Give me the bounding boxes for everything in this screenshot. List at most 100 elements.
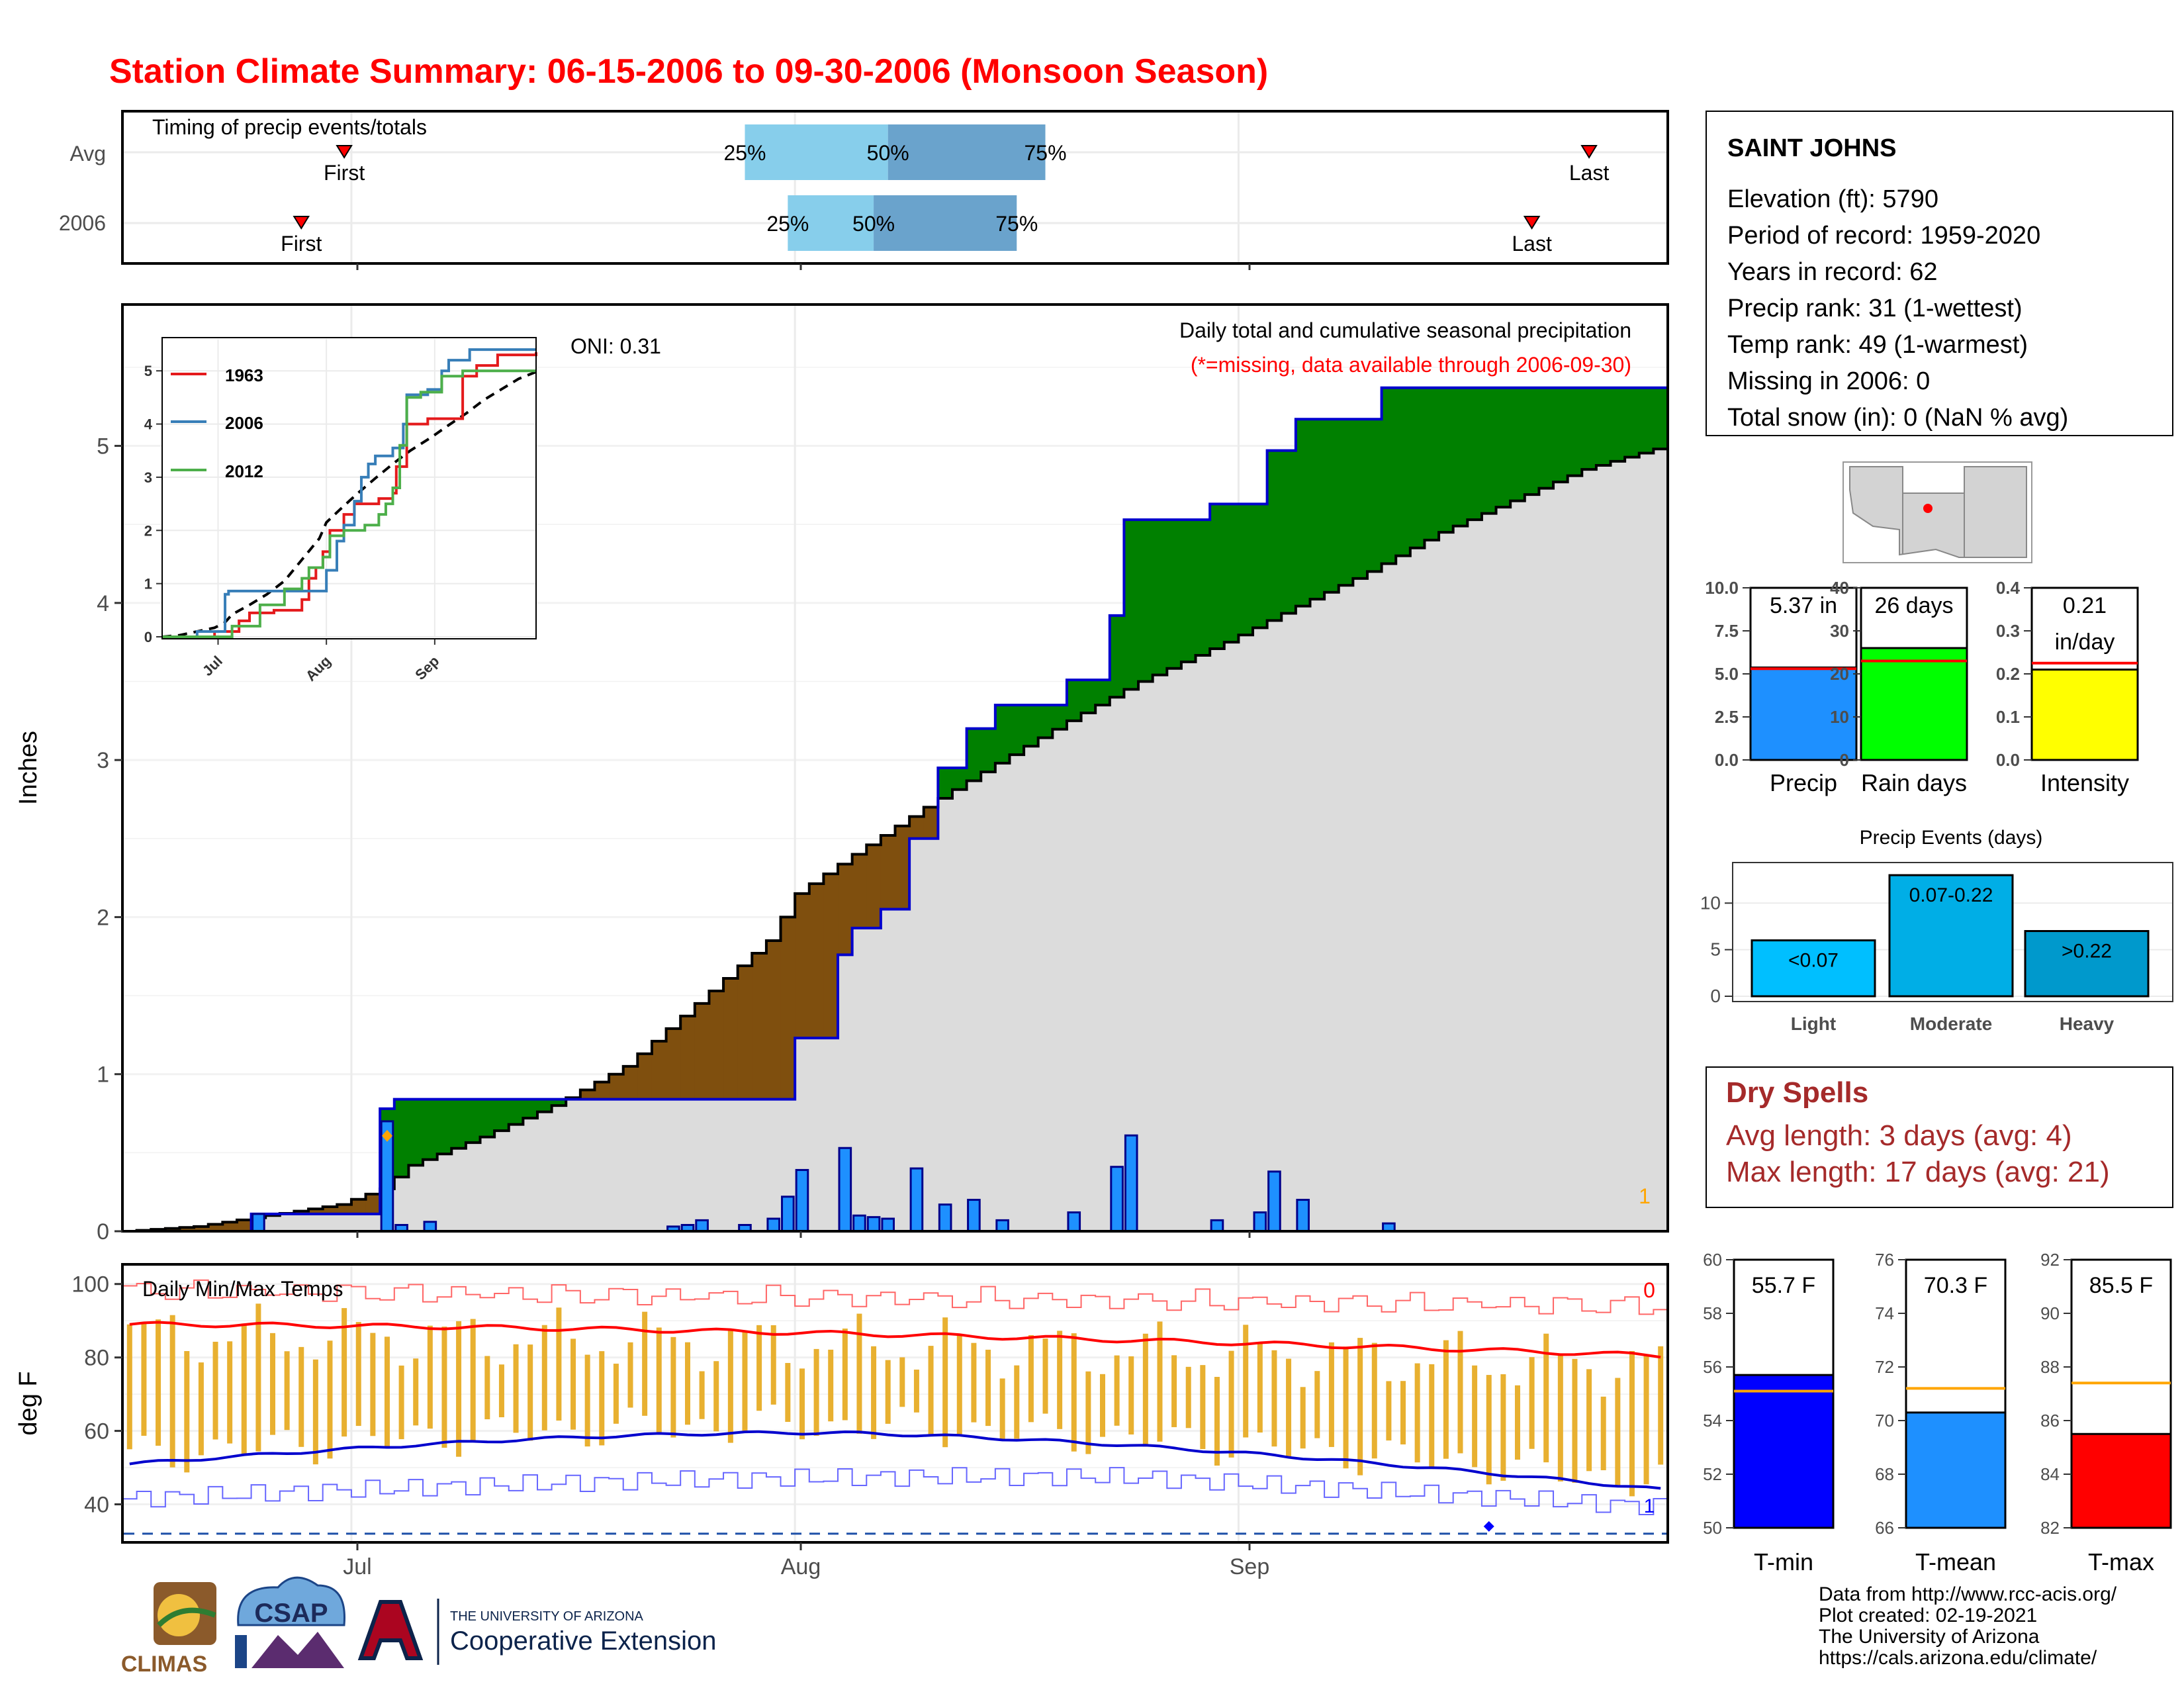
timing-p75-label: 75% — [995, 212, 1038, 236]
surplus-fill — [1267, 450, 1282, 621]
arizona-map — [1843, 461, 2032, 563]
x-axis: Jul Aug Sep — [343, 1542, 1269, 1579]
surplus-fill — [1081, 680, 1096, 713]
daily-temp-bar — [1543, 1333, 1549, 1463]
daily-temp-bar — [198, 1362, 204, 1456]
temp-summary-tick-label: 76 — [1875, 1250, 1894, 1270]
surplus-fill — [1582, 387, 1597, 470]
temp-summary-tick-label: 90 — [2040, 1303, 2060, 1323]
y-tick-label: 5 — [97, 434, 109, 459]
deficit-fill — [194, 1226, 209, 1231]
daily-temp-bar — [999, 1378, 1005, 1440]
surplus-fill — [1567, 387, 1582, 476]
daily-temp-bar — [484, 1356, 490, 1420]
surplus-fill — [1496, 387, 1511, 508]
daily-temp-bar — [184, 1351, 190, 1473]
deficit-fill — [723, 978, 739, 1100]
daily-precip-bar — [866, 1216, 881, 1233]
daily-temp-bar — [1200, 1365, 1206, 1450]
deficit-fill — [852, 854, 867, 929]
surplus-fill — [1310, 419, 1325, 600]
timing-p50-label: 50% — [867, 141, 909, 165]
daily-temp-bar — [413, 1358, 419, 1426]
footer-line-data: Data from http://www.rcc-acis.org/ — [1819, 1583, 2117, 1605]
summary-value-label: 5.37 in — [1770, 593, 1837, 618]
station-precip-rank: Precip rank: 31 (1-wettest) — [1727, 295, 2023, 322]
surplus-fill — [1481, 387, 1497, 514]
dry-spells-max: Max length: 17 days (avg: 21) — [1726, 1156, 2110, 1188]
deficit-fill — [694, 1003, 710, 1100]
footer-credits: Data from http://www.rcc-acis.org/ Plot … — [1819, 1583, 2117, 1669]
first-marker — [336, 145, 353, 159]
temp-summary-tick-label: 68 — [1875, 1464, 1894, 1484]
surplus-fill — [494, 1099, 510, 1131]
daily-temp-bar — [1286, 1358, 1292, 1457]
summary-tick-label: 5.0 — [1715, 664, 1739, 684]
event-bar-label: <0.07 — [1788, 950, 1839, 972]
timing-panel: 25% 50% 75% First Last 25% 50% 75% First Last Tim… — [59, 110, 1669, 265]
temp-summary-tick-label: 72 — [1875, 1357, 1894, 1377]
daily-temp-bar — [1429, 1364, 1435, 1470]
temp-summary-value-label: 85.5 F — [2089, 1273, 2153, 1298]
daily-temp-bar — [1085, 1371, 1091, 1454]
daily-temp-bar — [1572, 1358, 1578, 1483]
dry-spells-title: Dry Spells — [1726, 1076, 1868, 1109]
summary-chart-precip: 0.0 2.5 5.0 7.5 10.0 5.37 in Precip — [1705, 578, 1858, 796]
summary-axis-label: Rain days — [1861, 769, 1967, 796]
deficit-fill — [809, 884, 824, 1039]
precip-panel: 0 1 2 3 4 5 Inches ONI: 0.31 Daily total and … — [15, 303, 1669, 1244]
summary-tick-label: 0.1 — [1996, 707, 2020, 727]
temp-summary-bar — [1905, 1411, 2007, 1529]
daily-precip-bar — [766, 1217, 781, 1233]
daily-temp-bar — [1328, 1342, 1334, 1447]
temp-ylabel: deg F — [15, 1371, 42, 1435]
deficit-fill — [709, 990, 724, 1100]
daily-temp-bar — [298, 1346, 304, 1447]
surplus-fill — [537, 1099, 553, 1112]
precip-events-chart: Precip Events (days) 0 5 10 <0.07 Light 0.07-… — [1700, 827, 2173, 1034]
station-name: SAINT JOHNS — [1727, 134, 1896, 162]
station-location-marker — [1923, 504, 1933, 513]
summary-tick-label: 40 — [1830, 578, 1849, 598]
daily-temp-bar — [1214, 1377, 1220, 1466]
deficit-fill — [609, 1074, 624, 1100]
surplus-fill — [1124, 520, 1139, 690]
daily-temp-bar — [312, 1359, 318, 1465]
temp-summary-bar — [2070, 1432, 2172, 1529]
max-daily-marker — [381, 1129, 392, 1142]
summary-chart-rain-days: 0 10 20 30 40 26 days Rain days — [1830, 578, 1968, 796]
record-high-line — [122, 1279, 1668, 1315]
y-tick-label: 4 — [97, 591, 109, 616]
temp-summary-tick-label: 66 — [1875, 1518, 1894, 1538]
deficit-fill — [337, 1204, 352, 1214]
summary-tick-label: 0.3 — [1996, 621, 2020, 641]
summary-bar — [1860, 647, 1968, 761]
surplus-fill — [551, 1099, 567, 1106]
daily-temp-bar — [1400, 1381, 1406, 1445]
daily-temp-bar — [1300, 1387, 1306, 1449]
temp-summary-value-label: 55.7 F — [1752, 1273, 1815, 1298]
y-tick-label: 0 — [97, 1219, 109, 1244]
daily-temp-bar — [713, 1361, 719, 1432]
deficit-fill — [866, 845, 882, 929]
daily-temp-bar — [1443, 1340, 1449, 1459]
daily-temp-bar — [169, 1315, 175, 1468]
station-missing: Missing in 2006: 0 — [1727, 367, 1930, 395]
surplus-fill — [480, 1099, 495, 1137]
temp-title: Daily Min/Max Temps — [142, 1277, 343, 1301]
daily-temp-bar — [1386, 1381, 1392, 1441]
surplus-fill — [1138, 520, 1154, 682]
daily-temp-bar — [613, 1364, 619, 1424]
daily-temp-bar — [842, 1329, 848, 1421]
daily-temp-bar — [355, 1322, 361, 1427]
daily-temp-bar — [570, 1338, 576, 1430]
deficit-fill — [823, 874, 839, 1039]
daily-temp-bar — [384, 1336, 390, 1447]
y-tick-label: 2 — [97, 905, 109, 930]
daily-temp-bar — [656, 1327, 662, 1434]
surplus-fill — [1510, 387, 1525, 501]
surplus-fill — [1467, 387, 1482, 520]
events-title: Precip Events (days) — [1860, 827, 2043, 849]
daily-temp-bar — [227, 1341, 233, 1444]
surplus-fill — [1195, 520, 1210, 655]
